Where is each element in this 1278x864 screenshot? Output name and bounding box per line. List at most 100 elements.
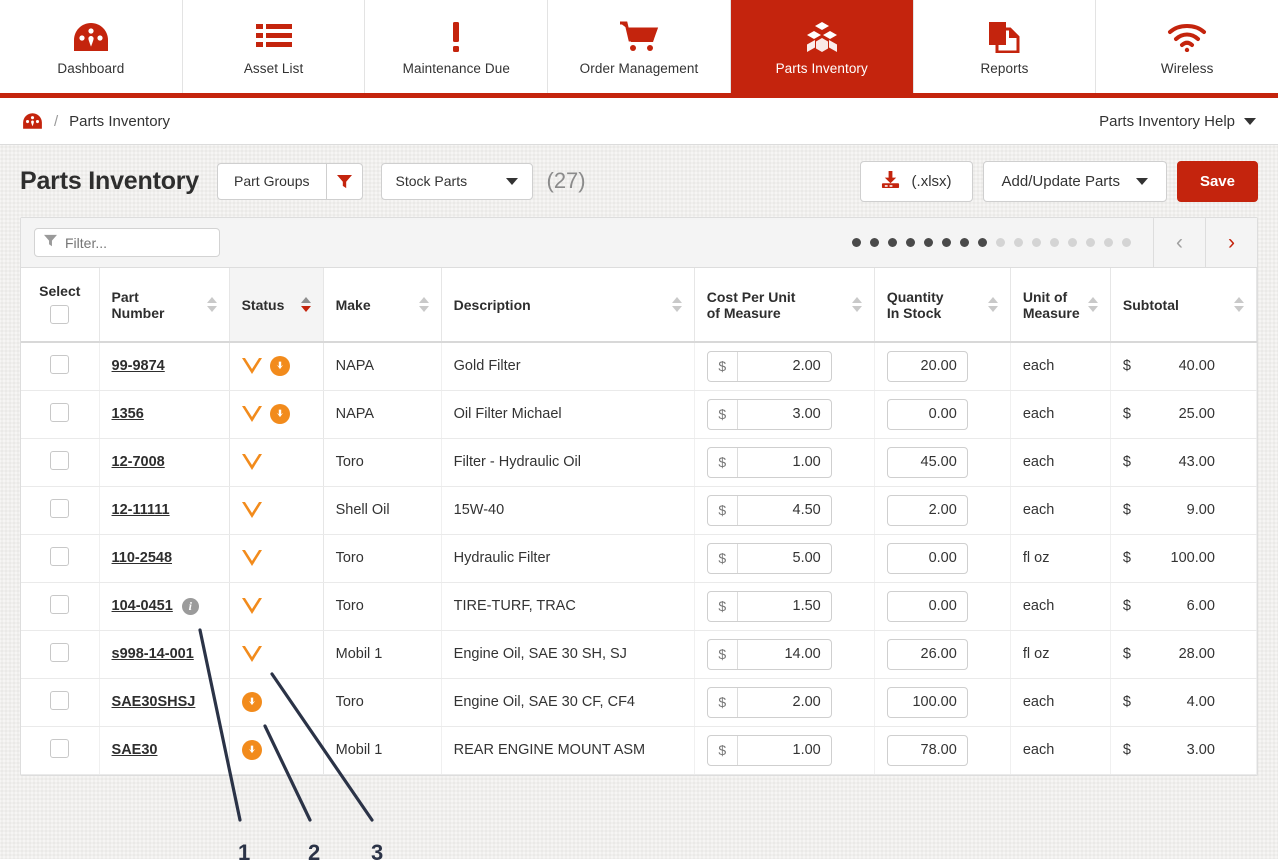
sort-control[interactable] (1234, 297, 1244, 312)
cost-input[interactable]: $1.00 (706, 734, 832, 766)
pagination-dot[interactable] (924, 238, 933, 247)
col-part-number[interactable]: Part Number (99, 268, 230, 343)
row-checkbox[interactable] (50, 594, 70, 614)
sort-control[interactable] (418, 297, 429, 312)
triangle-down-icon[interactable] (241, 406, 262, 422)
pagination-dots[interactable] (830, 218, 1153, 268)
sort-control[interactable] (851, 297, 862, 312)
row-checkbox[interactable] (50, 354, 70, 374)
pagination-dot[interactable] (888, 238, 897, 247)
quantity-input[interactable]: 0.00 (886, 398, 968, 430)
part-number-link[interactable]: 110-2548 (111, 550, 173, 566)
part-number-link[interactable]: 12-7008 (111, 454, 165, 470)
row-checkbox[interactable] (50, 498, 70, 518)
nav-item-maintenance-due[interactable]: Maintenance Due (365, 0, 549, 93)
quantity-input[interactable]: 78.00 (886, 734, 968, 766)
col-cost-per-unit[interactable]: Cost Per Unit of Measure (694, 268, 875, 343)
add-update-parts-button[interactable]: Add/Update Parts (982, 160, 1167, 202)
sort-control[interactable] (987, 297, 998, 312)
cost-input[interactable]: $1.50 (706, 590, 832, 622)
circle-arrow-down-icon[interactable] (241, 692, 262, 712)
pagination-dot[interactable] (852, 238, 861, 247)
sort-control[interactable] (206, 297, 217, 312)
part-number-link[interactable]: 99-9874 (111, 358, 165, 375)
triangle-down-icon[interactable] (241, 358, 262, 375)
part-number-link[interactable]: SAE30SHSJ (111, 694, 196, 710)
pagination-dot[interactable] (906, 238, 915, 247)
circle-arrow-down-icon[interactable] (269, 356, 290, 377)
part-number-link[interactable]: 12-11111 (111, 502, 170, 518)
pagination-dot[interactable] (996, 238, 1005, 247)
pagination-dot[interactable] (960, 238, 969, 247)
select-all-checkbox[interactable] (50, 304, 70, 324)
triangle-down-icon[interactable] (241, 598, 262, 614)
row-checkbox[interactable] (50, 738, 70, 758)
col-subtotal[interactable]: Subtotal (1110, 268, 1258, 343)
circle-arrow-down-icon[interactable] (269, 404, 290, 424)
quantity-input[interactable]: 2.00 (886, 494, 968, 526)
filter-box[interactable] (34, 228, 220, 257)
part-number-link[interactable]: 104-0451 (111, 598, 173, 614)
quantity-input[interactable]: 0.00 (886, 590, 968, 622)
pagination-dot[interactable] (978, 238, 987, 247)
info-icon[interactable]: i (181, 597, 199, 615)
triangle-down-icon[interactable] (241, 646, 262, 662)
cost-input[interactable]: $1.00 (706, 446, 832, 478)
circle-arrow-down-icon[interactable] (241, 740, 262, 760)
filter-input[interactable] (65, 234, 195, 251)
pagination-dot[interactable] (942, 238, 951, 247)
triangle-down-icon[interactable] (241, 502, 262, 518)
sort-control-active[interactable] (300, 297, 311, 312)
part-number-link[interactable]: 1356 (111, 406, 144, 422)
quantity-input[interactable]: 45.00 (886, 446, 968, 478)
cost-input[interactable]: $5.00 (706, 542, 832, 574)
pagination-dot[interactable] (1104, 238, 1113, 247)
pagination-dot[interactable] (1068, 238, 1077, 247)
col-unit-of-measure[interactable]: Unit of Measure (1010, 268, 1111, 343)
funnel-icon[interactable] (325, 162, 363, 200)
pagination-dot[interactable] (1014, 238, 1023, 247)
chevron-left-icon[interactable]: ‹ (1153, 217, 1205, 268)
sort-control[interactable] (671, 297, 682, 312)
download-xlsx-button[interactable]: (.xlsx) (859, 160, 973, 202)
row-checkbox[interactable] (50, 450, 70, 470)
part-number-link[interactable]: SAE30 (111, 742, 158, 758)
cost-input[interactable]: $4.50 (706, 494, 832, 526)
chevron-right-icon[interactable]: › (1205, 217, 1257, 268)
help-menu[interactable]: Parts Inventory Help (1099, 113, 1256, 130)
col-description[interactable]: Description (441, 268, 695, 343)
nav-item-asset-list[interactable]: Asset List (183, 0, 366, 93)
stock-parts-select[interactable]: Stock Parts (380, 162, 533, 200)
nav-item-dashboard[interactable]: Dashboard (0, 0, 183, 93)
nav-item-reports[interactable]: Reports (914, 0, 1097, 93)
triangle-down-icon[interactable] (241, 454, 262, 470)
sort-control[interactable] (1087, 297, 1098, 312)
gauge-icon[interactable] (22, 112, 43, 130)
col-status[interactable]: Status (229, 268, 324, 343)
part-groups-button[interactable]: Part Groups (217, 162, 326, 200)
row-checkbox[interactable] (50, 690, 70, 710)
quantity-input[interactable]: 100.00 (886, 686, 968, 718)
pagination-dot[interactable] (1086, 238, 1095, 247)
cost-input[interactable]: $14.00 (706, 638, 832, 670)
col-quantity-in-stock[interactable]: Quantity In Stock (874, 268, 1011, 343)
pagination-dot[interactable] (1032, 238, 1041, 247)
quantity-input[interactable]: 26.00 (886, 638, 968, 670)
save-button[interactable]: Save (1176, 160, 1258, 202)
nav-item-wireless[interactable]: Wireless (1096, 0, 1278, 93)
quantity-input[interactable]: 20.00 (886, 350, 968, 382)
cost-input[interactable]: $3.00 (706, 398, 832, 430)
pagination-dot[interactable] (1122, 238, 1131, 247)
triangle-down-icon[interactable] (241, 550, 262, 566)
nav-item-parts-inventory[interactable]: Parts Inventory (730, 0, 914, 93)
cost-input[interactable]: $2.00 (706, 350, 832, 382)
part-number-link[interactable]: s998-14-001 (111, 646, 194, 662)
cost-input[interactable]: $2.00 (706, 686, 832, 718)
pagination-dot[interactable] (870, 238, 879, 247)
row-checkbox[interactable] (50, 642, 70, 662)
quantity-input[interactable]: 0.00 (886, 542, 968, 574)
row-checkbox[interactable] (50, 546, 70, 566)
nav-item-order-management[interactable]: Order Management (548, 0, 731, 93)
pagination-dot[interactable] (1050, 238, 1059, 247)
row-checkbox[interactable] (50, 402, 70, 422)
